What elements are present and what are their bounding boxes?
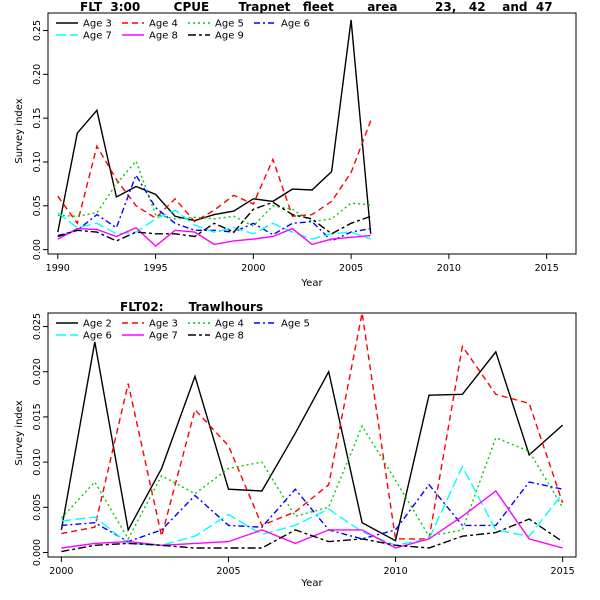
y-tick-label: 0.15 [32,108,43,129]
series-line-age-6 [61,465,564,547]
x-tick-label: 2010 [437,263,461,274]
legend-label: Age 3 [149,319,178,330]
series-line-age-8 [57,226,371,248]
series-line-age-5 [61,481,563,543]
y-axis-title: Survey index [14,400,25,465]
x-tick-label: 1990 [46,263,70,274]
series-line-age-9 [57,201,371,242]
plot-area: 2000 2005 2010 2015 0.000 0.005 0.010 0.015 0.02… [32,312,577,577]
x-tick-label: 1995 [143,263,167,274]
x-tick-label: 2010 [383,566,407,577]
legend-label: Age 5 [281,319,310,330]
x-tick-label: 2000 [49,566,73,577]
y-tick-label: 0.000 [32,539,43,566]
series-line-age-7 [57,209,371,240]
chart-title: FLT02: Trawlhours [120,300,263,314]
legend-label: Age 8 [149,31,178,42]
chart-panel-trapnet: FLT 3:00 CPUE Trapnet fleet area 23, 42 … [14,0,577,289]
plot-frame [47,12,577,255]
chart-panel-trawlhours: FLT02: Trawlhours Year Survey index 2000… [14,300,577,589]
series-line-age-5 [57,159,371,227]
series-line-age-3 [61,312,564,540]
x-tick-label: 2015 [551,566,575,577]
legend-label: Age 6 [281,19,310,30]
series-line-age-7 [61,490,563,549]
x-tick-label: 2005 [339,263,363,274]
y-tick-label: 0.010 [32,449,43,476]
legend-label: Age 4 [149,19,178,30]
legend-label: Age 5 [215,19,244,30]
x-tick-label: 2015 [535,263,559,274]
plot-area: 1990 1995 2000 2005 2010 2015 0.00 0.05 0.10 0.15… [32,12,577,274]
plot-frame [47,312,577,558]
y-tick-label: 0.25 [32,20,43,41]
legend-label: Age 8 [215,331,244,342]
series-line-age-4 [60,424,564,541]
y-tick-label: 0.015 [32,403,43,430]
legend-label: Age 6 [83,331,112,342]
legend-label: Age 4 [215,319,244,330]
series-line-age-2 [60,341,564,542]
x-axis-title: Year [300,278,323,289]
legend-label: Age 7 [83,31,112,42]
legend-label: Age 9 [215,31,244,42]
legend-label: Age 2 [83,319,112,330]
y-tick-label: 0.005 [32,494,43,521]
chart-title: FLT 3:00 CPUE Trapnet fleet area 23, 42 … [80,0,553,14]
y-tick-label: 0.00 [32,239,43,260]
series-line-age-8 [61,518,563,553]
legend-label: Age 7 [149,331,178,342]
x-tick-label: 2005 [216,566,240,577]
series-line-age-3 [57,19,372,234]
series-line-age-6 [57,173,371,242]
y-tick-label: 0.05 [32,195,43,216]
y-tick-label: 0.025 [32,313,43,340]
x-tick-label: 2000 [241,263,265,274]
y-axis-title: Survey index [14,98,25,163]
x-axis-title: Year [300,578,323,589]
y-tick-label: 0.020 [32,358,43,385]
series-line-age-4 [57,120,372,225]
y-tick-label: 0.20 [32,64,43,85]
y-tick-label: 0.10 [32,151,43,172]
legend-label: Age 3 [83,19,112,30]
